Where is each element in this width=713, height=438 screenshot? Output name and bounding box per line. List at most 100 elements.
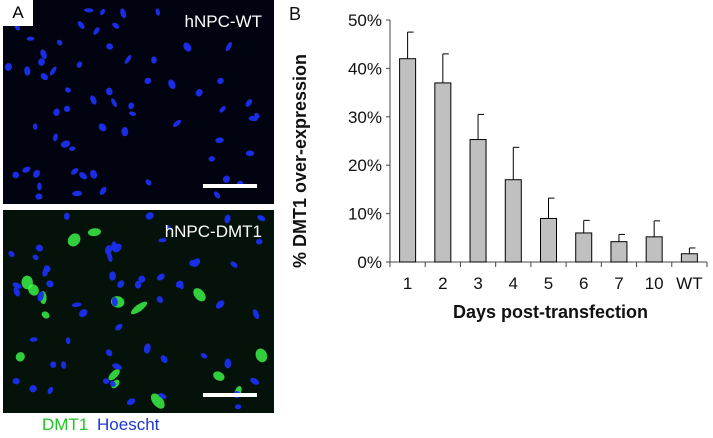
- nucleus: [112, 363, 123, 370]
- nucleus: [217, 77, 224, 85]
- nucleus: [37, 182, 42, 191]
- nucleus: [155, 8, 161, 16]
- bar: [399, 58, 417, 263]
- nucleus: [254, 112, 260, 119]
- nucleus: [151, 56, 157, 64]
- nucleus: [53, 133, 58, 142]
- nucleus: [175, 280, 184, 288]
- nucleus: [234, 404, 242, 410]
- nucleus: [106, 87, 113, 96]
- y-tick-label: 40%: [348, 59, 382, 78]
- nucleus: [111, 98, 117, 108]
- nucleus: [224, 214, 231, 224]
- dmt1-cell: [41, 311, 50, 319]
- scale-bar-dmt1: [203, 393, 257, 397]
- nucleus: [26, 36, 35, 41]
- legend-dmt1: DMT1: [42, 415, 89, 434]
- nucleus: [189, 259, 196, 267]
- nucleus: [121, 127, 129, 137]
- nucleus: [61, 361, 67, 369]
- nucleus: [158, 393, 167, 399]
- nucleus: [65, 87, 71, 93]
- micrograph-hnpc-wt: hNPC-WT: [3, 0, 274, 204]
- nucleus: [22, 166, 31, 173]
- dmt1-cell: [255, 348, 268, 363]
- nucleus: [256, 238, 263, 245]
- nucleus: [245, 150, 255, 157]
- x-tick-label: 5: [544, 274, 553, 293]
- dmt1-cell: [28, 284, 39, 296]
- nucleus: [33, 169, 40, 178]
- nucleus: [112, 22, 120, 29]
- nucleus: [35, 193, 43, 200]
- bar: [680, 253, 698, 263]
- legend-hoescht: Hoescht: [97, 415, 160, 434]
- nucleus: [215, 137, 224, 144]
- nucleus: [111, 297, 118, 307]
- nucleus: [200, 353, 208, 359]
- dmt1-cell: [87, 228, 101, 237]
- nucleus: [65, 337, 71, 345]
- x-tick-label: WT: [676, 274, 702, 293]
- nucleus: [107, 252, 113, 263]
- nucleus: [124, 55, 132, 64]
- scale-bar-wt: [203, 184, 257, 188]
- nucleus: [109, 271, 116, 281]
- nucleus: [143, 343, 151, 354]
- dmt1-cell: [193, 288, 206, 302]
- nucleus: [93, 27, 100, 35]
- micrograph-caption-dmt1: hNPC-DMT1: [164, 222, 262, 241]
- nucleus: [213, 191, 221, 199]
- dmt1-cell: [130, 301, 148, 315]
- nucleus: [109, 381, 116, 387]
- nucleus: [99, 186, 107, 196]
- nucleus: [145, 179, 152, 186]
- x-tick-label: 4: [509, 274, 518, 293]
- nucleus: [63, 105, 71, 112]
- panel-a-label: A: [3, 0, 33, 26]
- nucleus: [165, 225, 172, 231]
- nucleus: [222, 175, 231, 183]
- nucleus: [40, 73, 48, 81]
- nucleus: [128, 102, 135, 110]
- nucleus: [219, 106, 226, 113]
- nucleus: [79, 172, 88, 180]
- nucleus: [134, 280, 142, 289]
- nucleus: [156, 296, 164, 303]
- nucleus: [12, 378, 20, 385]
- nucleus: [250, 377, 260, 385]
- x-tick-label: 10: [645, 274, 664, 293]
- nucleus: [32, 123, 38, 130]
- dmt1-cell: [213, 371, 225, 381]
- nucleus: [37, 291, 45, 302]
- y-tick-label: 0%: [357, 253, 382, 272]
- bar: [434, 82, 452, 263]
- nucleus: [230, 261, 238, 268]
- panel-b-label: B: [289, 4, 302, 24]
- bar: [610, 241, 628, 263]
- x-axis-title: Days post-transfection: [453, 302, 648, 322]
- nucleus: [77, 21, 85, 30]
- bar: [540, 217, 557, 263]
- nucleus: [56, 39, 63, 46]
- nuclei-layer-wt: [4, 8, 260, 200]
- dmt1-cell: [67, 233, 81, 247]
- nucleus: [160, 355, 168, 363]
- nucleus: [117, 280, 125, 288]
- nucleus: [105, 349, 113, 357]
- nucleus: [63, 212, 70, 220]
- micrograph-hnpc-dmt1: hNPC-DMT1: [3, 210, 274, 413]
- nucleus: [40, 49, 47, 60]
- x-tick-label: 1: [403, 274, 412, 293]
- nucleus: [158, 238, 167, 243]
- nucleus: [83, 8, 94, 13]
- nucleus: [43, 265, 51, 273]
- bar: [504, 179, 522, 263]
- nucleus: [224, 358, 232, 369]
- nucleus: [46, 280, 54, 288]
- nucleus: [69, 146, 76, 151]
- nucleus: [35, 244, 44, 252]
- micrograph-caption-wt: hNPC-WT: [184, 12, 262, 31]
- dmt1-cell: [150, 393, 165, 409]
- y-tick-label: 50%: [348, 11, 382, 30]
